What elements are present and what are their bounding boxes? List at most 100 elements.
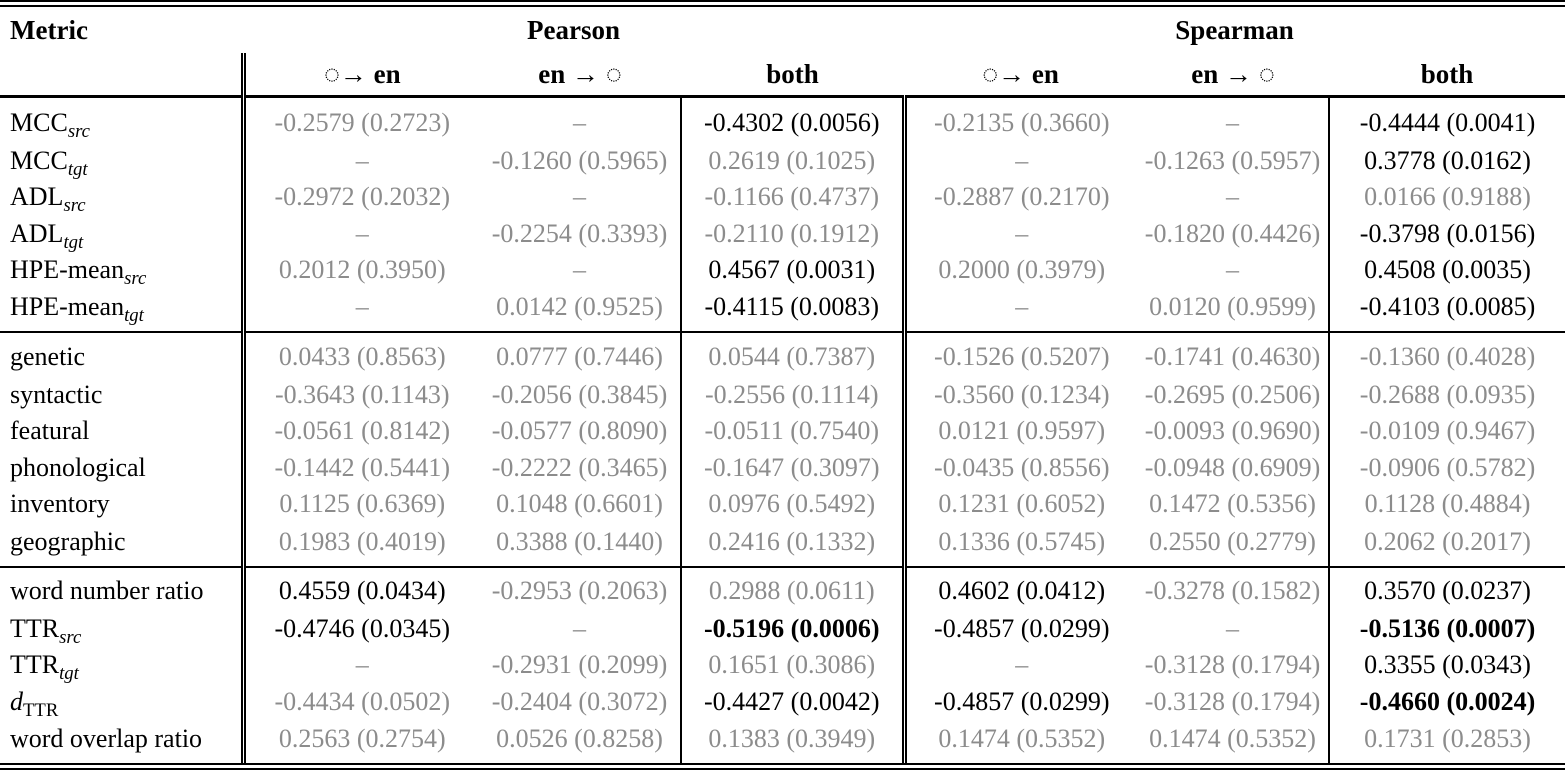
value-cell: -0.0511 (0.7540): [679, 412, 907, 450]
metric-label: HPE-meansrc: [0, 251, 246, 289]
table-row: genetic 0.0433 (0.8563) 0.0777 (0.7446) …: [0, 331, 1565, 377]
table-row: word number ratio 0.4559 (0.0434) -0.295…: [0, 565, 1565, 611]
value-cell: -0.4444 (0.0041): [1328, 96, 1565, 143]
value-cell: -0.3128 (0.1794): [1144, 686, 1321, 716]
value-cell: –: [573, 255, 586, 285]
value-cell: 0.2000 (0.3979): [938, 255, 1106, 285]
value-cell: -0.4434 (0.0502): [274, 686, 450, 716]
value-cell: -0.5136 (0.0007): [1328, 610, 1565, 647]
value-cell: -0.2254 (0.3393): [491, 218, 668, 248]
value-cell: –: [355, 650, 369, 680]
metric-label: word number ratio: [0, 565, 246, 611]
value-cell: -0.0561 (0.8142): [274, 416, 450, 446]
value-cell: 0.3355 (0.0343): [1328, 646, 1565, 684]
value-cell: -0.4302 (0.0056): [679, 96, 907, 143]
value-cell: 0.1983 (0.4019): [278, 526, 446, 556]
value-cell: 0.3388 (0.1440): [496, 526, 663, 556]
value-cell: 0.2563 (0.2754): [278, 724, 446, 754]
value-cell: –: [1226, 108, 1240, 138]
table-row: TTRsrc -0.4746 (0.0345) – -0.5196 (0.000…: [0, 610, 1565, 647]
value-cell: -0.2135 (0.3660): [934, 108, 1110, 138]
value-cell: -0.2695 (0.2506): [1144, 379, 1321, 409]
value-cell: 0.1128 (0.4884): [1328, 486, 1565, 523]
value-cell: -0.4857 (0.0299): [934, 686, 1110, 716]
value-cell: 0.0526 (0.8258): [496, 724, 663, 754]
value-cell: 0.0976 (0.5492): [679, 486, 907, 523]
metric-label: ADLsrc: [0, 178, 246, 216]
value-cell: 0.2012 (0.3950): [278, 255, 446, 285]
value-cell: -0.0109 (0.9467): [1328, 412, 1565, 450]
value-cell: -0.1741 (0.4630): [1137, 331, 1330, 377]
value-cell: -0.1166 (0.4737): [679, 178, 907, 216]
table-row: word overlap ratio 0.2563 (0.2754) 0.052…: [0, 720, 1565, 763]
value-cell: 0.1474 (0.5352): [938, 724, 1106, 754]
value-cell: -0.1442 (0.5441): [274, 452, 450, 482]
value-cell: -0.3643 (0.1143): [274, 379, 450, 409]
value-cell: 0.0120 (0.9599): [1149, 292, 1316, 322]
metric-label: word overlap ratio: [0, 720, 246, 763]
value-cell: -0.1360 (0.4028): [1328, 331, 1565, 377]
value-cell: 0.0121 (0.9597): [938, 416, 1106, 446]
table-row: featural -0.0561 (0.8142) -0.0577 (0.809…: [0, 412, 1565, 450]
header-empty-cell: [0, 53, 246, 98]
value-cell: -0.2953 (0.2063): [479, 565, 681, 611]
value-cell: –: [1015, 145, 1029, 175]
header-group-row: Metric Pearson Spearman: [0, 7, 1565, 53]
value-cell: -0.4427 (0.0042): [679, 683, 907, 721]
value-cell: -0.2579 (0.2723): [274, 108, 450, 138]
subheader-spearman-both: both: [1329, 53, 1565, 98]
value-cell: 0.1048 (0.6601): [496, 489, 663, 519]
metric-label: phonological: [0, 449, 246, 487]
table-row: inventory 0.1125 (0.6369) 0.1048 (0.6601…: [0, 486, 1565, 523]
value-cell: 0.2619 (0.1025): [679, 142, 907, 179]
value-cell: 0.1125 (0.6369): [279, 489, 446, 519]
correlation-table: Metric Pearson Spearman ◌→ en en → ◌ bot…: [0, 7, 1565, 763]
value-cell: –: [1015, 218, 1029, 248]
value-cell: -0.3798 (0.0156): [1328, 215, 1565, 252]
value-cell: 0.1383 (0.3949): [679, 720, 907, 763]
value-cell: -0.0577 (0.8090): [491, 416, 668, 446]
value-cell: 0.2988 (0.0611): [679, 565, 907, 611]
metric-label: genetic: [0, 331, 246, 377]
value-cell: -0.1820 (0.4426): [1144, 218, 1321, 248]
value-cell: -0.4746 (0.0345): [274, 613, 450, 643]
value-cell: -0.4660 (0.0024): [1328, 683, 1565, 721]
value-cell: –: [1226, 182, 1240, 212]
metric-label: MCCsrc: [0, 96, 246, 143]
value-cell: -0.2404 (0.3072): [491, 686, 668, 716]
value-cell: -0.2931 (0.2099): [491, 650, 668, 680]
table-row: TTRtgt – -0.2931 (0.2099) 0.1651 (0.3086…: [0, 646, 1565, 684]
value-cell: -0.0906 (0.5782): [1328, 449, 1565, 487]
value-cell: 0.2062 (0.2017): [1328, 522, 1565, 567]
table-row: syntactic -0.3643 (0.1143) -0.2056 (0.38…: [0, 376, 1565, 413]
value-cell: -0.3278 (0.1582): [1137, 565, 1330, 611]
header-subcolumn-row: ◌→ en en → ◌ both ◌→ en en → ◌ both: [0, 53, 1565, 98]
value-cell: 0.1731 (0.2853): [1328, 720, 1565, 763]
value-cell: -0.3128 (0.1794): [1144, 650, 1321, 680]
value-cell: -0.2688 (0.0935): [1328, 376, 1565, 413]
value-cell: 0.0544 (0.7387): [679, 331, 907, 377]
value-cell: –: [573, 108, 586, 138]
value-cell: –: [355, 292, 369, 322]
table-row: MCCtgt – -0.1260 (0.5965) 0.2619 (0.1025…: [0, 142, 1565, 179]
value-cell: –: [355, 145, 369, 175]
value-cell: -0.2222 (0.3465): [491, 452, 668, 482]
subheader-pearson-from-en: en → ◌: [479, 53, 681, 98]
value-cell: 0.1472 (0.5356): [1149, 489, 1316, 519]
table-row: HPE-meansrc 0.2012 (0.3950) – 0.4567 (0.…: [0, 251, 1565, 289]
value-cell: –: [1015, 292, 1029, 322]
header-metric: Metric: [10, 14, 88, 45]
metric-label: TTRtgt: [0, 646, 246, 684]
metric-label: dTTR: [0, 683, 246, 721]
value-cell: –: [1226, 255, 1240, 285]
value-cell: 0.3570 (0.0237): [1328, 565, 1565, 611]
value-cell: –: [355, 218, 369, 248]
value-cell: –: [1015, 650, 1029, 680]
table-row: phonological -0.1442 (0.5441) -0.2222 (0…: [0, 449, 1565, 487]
value-cell: -0.2972 (0.2032): [274, 182, 450, 212]
value-cell: 0.2416 (0.1332): [679, 522, 907, 567]
value-cell: 0.1651 (0.3086): [679, 646, 907, 684]
header-spearman: Spearman: [1175, 14, 1294, 45]
value-cell: -0.3560 (0.1234): [934, 379, 1110, 409]
